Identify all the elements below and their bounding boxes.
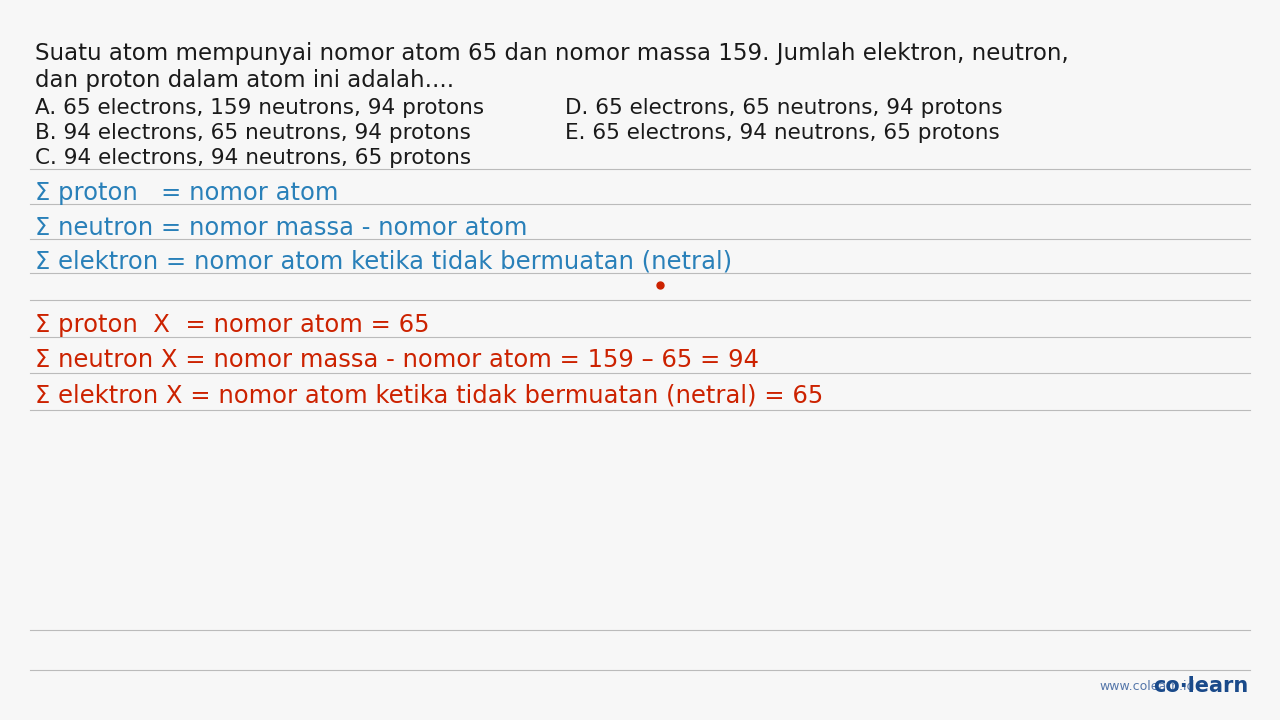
Text: Σ elektron X = nomor atom ketika tidak bermuatan (netral) = 65: Σ elektron X = nomor atom ketika tidak b… xyxy=(35,384,823,408)
Text: Suatu atom mempunyai nomor atom 65 dan nomor massa 159. Jumlah elektron, neutron: Suatu atom mempunyai nomor atom 65 dan n… xyxy=(35,42,1069,65)
Text: Σ proton  X  = nomor atom = 65: Σ proton X = nomor atom = 65 xyxy=(35,313,430,337)
Text: B. 94 electrons, 65 neutrons, 94 protons: B. 94 electrons, 65 neutrons, 94 protons xyxy=(35,123,471,143)
Text: dan proton dalam atom ini adalah....: dan proton dalam atom ini adalah.... xyxy=(35,69,454,92)
Text: www.colearn.id: www.colearn.id xyxy=(1100,680,1196,693)
Text: C. 94 electrons, 94 neutrons, 65 protons: C. 94 electrons, 94 neutrons, 65 protons xyxy=(35,148,471,168)
Text: Σ neutron X = nomor massa - nomor atom = 159 – 65 = 94: Σ neutron X = nomor massa - nomor atom =… xyxy=(35,348,759,372)
Text: D. 65 electrons, 65 neutrons, 94 protons: D. 65 electrons, 65 neutrons, 94 protons xyxy=(564,98,1002,118)
Text: Σ neutron = nomor massa - nomor atom: Σ neutron = nomor massa - nomor atom xyxy=(35,216,527,240)
Text: Σ proton   = nomor atom: Σ proton = nomor atom xyxy=(35,181,338,205)
Text: E. 65 electrons, 94 neutrons, 65 protons: E. 65 electrons, 94 neutrons, 65 protons xyxy=(564,123,1000,143)
Text: co·learn: co·learn xyxy=(1153,676,1248,696)
Text: Σ elektron = nomor atom ketika tidak bermuatan (netral): Σ elektron = nomor atom ketika tidak ber… xyxy=(35,250,732,274)
Text: A. 65 electrons, 159 neutrons, 94 protons: A. 65 electrons, 159 neutrons, 94 proton… xyxy=(35,98,484,118)
